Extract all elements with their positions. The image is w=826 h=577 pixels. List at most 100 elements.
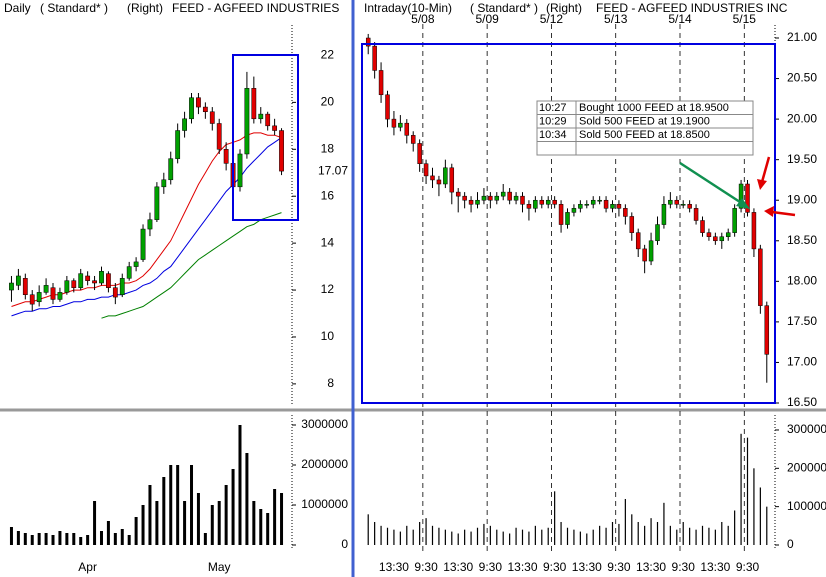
volume-bar <box>586 533 588 545</box>
date-label: 5/13 <box>604 12 628 26</box>
y-tick-label: 16 <box>321 188 335 202</box>
candle-body <box>449 167 455 193</box>
highlight-box <box>361 43 776 404</box>
volume-bar <box>470 531 472 545</box>
plot-layer: 81012141618202217.0701000000200000030000… <box>9 12 826 574</box>
candle-body <box>571 208 577 213</box>
volume-bar <box>650 518 652 545</box>
y-tick-label: 12 <box>321 282 335 296</box>
y-tick-label: 18 <box>321 141 335 155</box>
candle-body <box>272 125 278 131</box>
candle-body <box>513 195 519 201</box>
candle-body <box>642 248 647 262</box>
candle-body <box>494 195 500 201</box>
volume-bar <box>515 527 517 545</box>
candle-body <box>661 204 667 225</box>
candle-body <box>175 130 181 159</box>
volume-bar <box>489 525 491 545</box>
volume-bar <box>259 509 263 545</box>
volume-bar <box>573 529 575 545</box>
trade-time: 10:34 <box>539 129 567 141</box>
volume-bar <box>169 465 173 545</box>
candle-body <box>520 195 525 205</box>
volume-bar <box>386 527 389 545</box>
side: (Right) <box>127 1 163 15</box>
volume-bar <box>753 468 755 545</box>
style: ( Standard* ) <box>40 1 108 15</box>
trade-text: Sold 500 FEED at 19.1900 <box>579 115 710 127</box>
volume-bar <box>502 531 504 545</box>
candle-body <box>545 199 551 205</box>
trade-text: Sold 500 FEED at 18.8500 <box>579 129 710 141</box>
volume-bar <box>231 469 235 545</box>
candle-body <box>15 275 21 286</box>
volume-bar <box>624 498 626 545</box>
candle-body <box>202 106 208 113</box>
candle-body <box>539 199 545 205</box>
volume-bar <box>162 477 166 545</box>
volume-bar <box>496 529 498 545</box>
candle-body <box>462 195 467 201</box>
volume-bar <box>457 533 459 545</box>
volume-bar <box>266 513 270 545</box>
candle-body <box>258 113 264 120</box>
time-label: 9:30 <box>672 560 696 574</box>
candle-body <box>558 204 564 225</box>
candle-body <box>189 97 194 120</box>
y-tick-label: 21.00 <box>787 30 817 44</box>
volume-tick-label: 0 <box>787 537 794 551</box>
volume-bar <box>37 533 41 545</box>
volume-bar <box>766 506 768 545</box>
candle-body <box>610 204 615 209</box>
candle-body <box>488 195 493 201</box>
candle-body <box>693 208 699 221</box>
moving-average <box>11 132 282 307</box>
candle-body <box>57 292 63 300</box>
volume-bar <box>176 465 180 545</box>
volume-bar <box>618 523 620 545</box>
volume-bar <box>190 465 194 545</box>
volume-bar <box>425 518 427 545</box>
volume-bar <box>509 533 511 545</box>
volume-bar <box>695 529 697 545</box>
moving-average <box>101 212 282 319</box>
candle-body <box>687 204 692 209</box>
time-label: 13:30 <box>379 560 409 574</box>
volume-bar <box>521 529 524 545</box>
volume-bar <box>419 521 421 545</box>
candle-body <box>500 191 506 197</box>
time-label: 9:30 <box>543 560 567 574</box>
volume-tick-label: 0 <box>341 537 348 551</box>
date-label: 5/09 <box>475 12 499 26</box>
candle-body <box>223 149 229 164</box>
candle-body <box>78 273 84 288</box>
volume-bar <box>393 529 395 545</box>
volume-bar <box>541 529 543 545</box>
candle-body <box>468 199 474 205</box>
candle-body <box>112 287 118 298</box>
volume-bar <box>273 489 277 545</box>
candle-body <box>655 224 660 242</box>
candle-body <box>140 228 146 260</box>
trade-text: Bought 1000 FEED at 18.9500 <box>579 102 729 114</box>
y-tick-label: 18.00 <box>787 274 817 288</box>
volume-bar <box>224 485 228 545</box>
candle-body <box>154 186 160 220</box>
volume-bar <box>238 425 242 545</box>
candle-body <box>584 204 590 206</box>
volume-bar <box>183 501 187 545</box>
volume-bar <box>701 525 704 545</box>
y-tick-label: 16.50 <box>787 395 817 409</box>
volume-bar <box>245 453 249 545</box>
candle-body <box>732 208 737 233</box>
volume-bar <box>141 505 145 545</box>
date-label: 5/14 <box>668 12 692 26</box>
candle-body <box>648 240 654 262</box>
candle-body <box>372 45 377 71</box>
candle-body <box>147 219 153 230</box>
candle-body <box>623 208 628 217</box>
volume-bar <box>399 531 401 545</box>
trade-table: 10:27 Bought 1000 FEED at 18.9500 10:29 Sol… <box>536 100 754 156</box>
candle-body <box>526 204 532 209</box>
